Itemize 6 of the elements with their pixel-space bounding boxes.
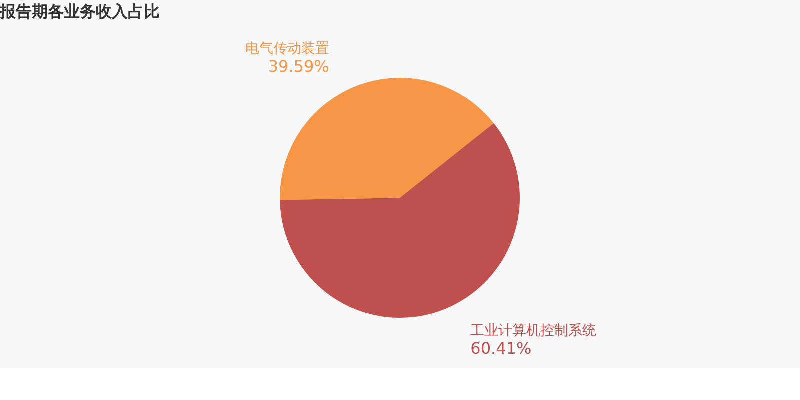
pie-slice	[280, 123, 520, 318]
slice-label: 电气传动装置	[245, 40, 330, 57]
data-label: 39.59%	[268, 56, 330, 76]
data-label: 60.41%	[470, 339, 532, 358]
pie-slice	[280, 78, 494, 200]
slice-label: 工业计算机控制系统	[470, 323, 597, 340]
